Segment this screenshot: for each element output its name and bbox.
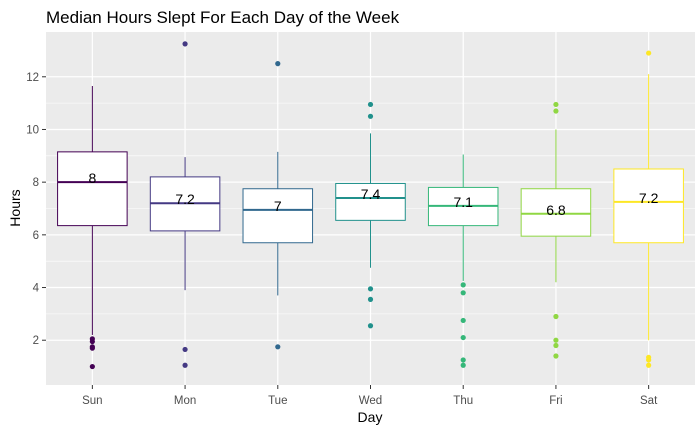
outlier-point <box>553 313 559 320</box>
x-tick-label: Fri <box>549 395 562 407</box>
box-iqr <box>613 168 684 244</box>
x-axis: Sun Mon Tue Wed Thu Fri Sat <box>82 385 658 407</box>
outlier-point <box>460 362 466 368</box>
y-tick-label: 12 <box>26 72 39 84</box>
box-iqr <box>520 188 592 237</box>
outlier-point <box>460 334 466 341</box>
outlier-point <box>367 113 374 119</box>
outlier-point <box>89 363 95 370</box>
median-label: 7.4 <box>361 186 381 202</box>
median-label: 7 <box>274 198 282 214</box>
median-label: 7.2 <box>175 191 195 207</box>
outlier-point <box>553 337 559 343</box>
median-label: 6.8 <box>546 202 566 218</box>
outlier-point <box>275 344 281 350</box>
boxes: 8 7.2 7 7.4 7.1 6.8 7.2 <box>57 41 684 370</box>
y-tick-label: 6 <box>33 230 39 242</box>
box-fri: 6.8 <box>520 101 592 359</box>
outlier-point <box>553 108 559 114</box>
outlier-point <box>89 344 95 350</box>
median-label: 7.1 <box>453 194 473 210</box>
outlier-point <box>367 101 374 108</box>
box-sun: 8 <box>57 86 128 370</box>
x-tick-label: Mon <box>174 395 196 407</box>
outlier-point <box>553 101 559 108</box>
x-axis-title: Day <box>358 409 383 425</box>
box-wed: 7.4 <box>335 101 406 329</box>
y-tick-label: 8 <box>33 177 39 189</box>
y-tick-label: 2 <box>33 335 39 347</box>
outlier-point <box>367 296 374 302</box>
outlier-point <box>460 290 466 296</box>
outlier-point <box>275 61 281 67</box>
x-tick-label: Tue <box>268 395 287 407</box>
outlier-point <box>460 282 466 288</box>
outlier-point <box>182 41 188 47</box>
outlier-point <box>553 342 559 349</box>
outlier-point <box>553 353 559 359</box>
box-iqr <box>335 182 406 221</box>
x-tick-label: Thu <box>453 395 473 407</box>
box-thu: 7.1 <box>427 154 499 368</box>
outlier-point <box>646 362 652 368</box>
outlier-point <box>182 362 188 368</box>
box-iqr <box>242 188 314 244</box>
y-axis: 2 4 6 8 10 12 <box>26 72 46 347</box>
outlier-point <box>460 357 466 363</box>
box-sat: 7.2 <box>613 50 684 368</box>
x-tick-label: Sun <box>82 395 102 407</box>
y-tick-label: 4 <box>33 283 40 295</box>
outlier-point <box>89 336 95 342</box>
outlier-point <box>460 317 466 324</box>
x-tick-label: Sat <box>640 395 658 407</box>
box-tue: 7 <box>242 61 314 350</box>
median-label: 8 <box>88 170 96 186</box>
x-tick-label: Wed <box>359 395 382 407</box>
y-axis-title: Hours <box>7 189 23 226</box>
chart-title: Median Hours Slept For Each Day of the W… <box>46 8 400 27</box>
outlier-point <box>182 346 188 353</box>
outlier-point <box>646 50 652 56</box>
outlier-point <box>646 354 652 360</box>
box-mon: 7.2 <box>149 41 221 368</box>
box-iqr <box>57 151 128 227</box>
outlier-point <box>367 286 374 292</box>
median-label: 7.2 <box>639 190 659 206</box>
y-tick-label: 10 <box>26 124 39 136</box>
outlier-point <box>367 323 374 329</box>
